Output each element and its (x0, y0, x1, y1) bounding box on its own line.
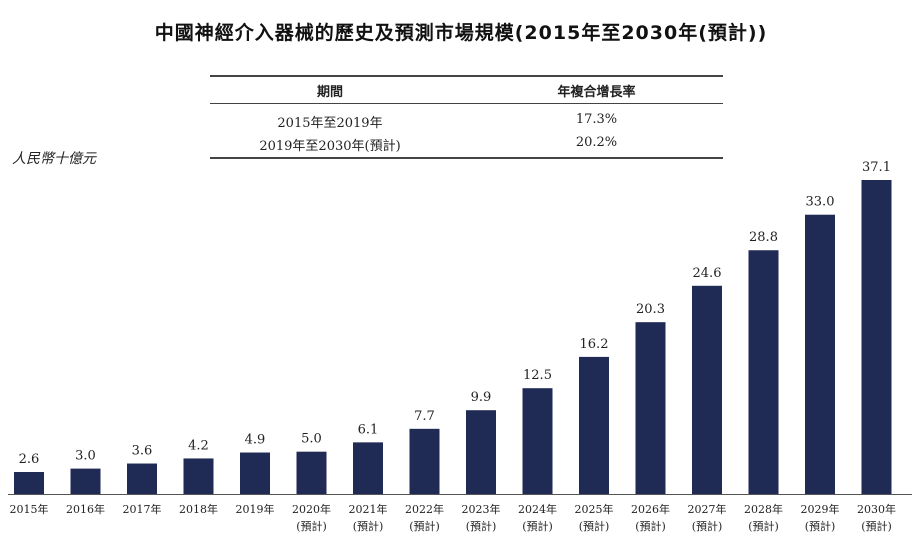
bar (353, 442, 383, 494)
table-row-period: 2019年至2030年(預計) (259, 139, 401, 154)
bar (466, 410, 496, 494)
y-axis-unit-label: 人民幣十億元 (12, 151, 96, 167)
x-tick-label: 2026年 (631, 502, 670, 516)
x-tick-label: (預計) (296, 519, 327, 533)
bar (692, 285, 722, 494)
data-label: 3.0 (75, 449, 96, 464)
table-header-rule (210, 103, 723, 104)
x-tick-label: 2030年 (857, 502, 896, 516)
data-label: 16.2 (580, 337, 609, 352)
table-row-period: 2015年至2019年 (277, 116, 383, 131)
data-label: 33.0 (806, 195, 835, 210)
x-tick-label: 2027年 (688, 502, 727, 516)
table-header-cagr: 年複合增長率 (557, 85, 636, 100)
bar (635, 322, 666, 494)
x-tick-label: 2019年 (236, 502, 275, 516)
x-tick-label: 2025年 (575, 502, 614, 516)
data-label: 4.2 (188, 438, 209, 453)
data-label: 20.3 (636, 302, 665, 317)
bar (748, 250, 779, 494)
bar (522, 388, 553, 494)
x-tick-label: (預計) (409, 519, 440, 533)
bar (409, 428, 440, 494)
x-tick-label: 2020年 (292, 502, 331, 516)
data-label: 2.6 (19, 452, 40, 467)
table-row-cagr: 20.2% (575, 135, 618, 150)
bar (240, 452, 270, 494)
x-tick-label: 2023年 (462, 502, 501, 516)
data-label: 37.1 (862, 160, 891, 175)
table-header-period: 期間 (316, 85, 343, 100)
x-tick-label: 2028年 (744, 502, 783, 516)
bar (296, 451, 327, 494)
x-tick-label: 2015年 (10, 502, 49, 516)
data-label: 5.0 (301, 432, 322, 447)
data-label: 3.6 (132, 444, 153, 459)
x-tick-label: 2016年 (66, 502, 105, 516)
table-row-cagr: 17.3% (575, 112, 618, 127)
x-tick-label: 2022年 (405, 502, 444, 516)
data-label: 7.7 (414, 409, 435, 424)
bar (579, 356, 609, 494)
bar (805, 214, 835, 494)
table-bottom-rule (210, 157, 723, 159)
x-tick-label: (預計) (579, 519, 610, 533)
x-tick-label: (預計) (522, 519, 553, 533)
bar (14, 471, 44, 494)
x-tick-label: (預計) (805, 519, 836, 533)
bar (183, 458, 214, 494)
x-tick-label: (預計) (861, 519, 892, 533)
bar (127, 463, 157, 494)
chart-title: 中國神經介入器械的歷史及預測市場規模(2015年至2030年(預計)) (154, 22, 768, 44)
table-top-rule (210, 75, 723, 77)
x-tick-label: 2017年 (123, 502, 162, 516)
bar (861, 180, 892, 494)
data-label: 24.6 (693, 266, 722, 281)
data-label: 6.1 (358, 422, 379, 437)
bar (70, 468, 101, 494)
x-tick-label: (預計) (692, 519, 723, 533)
x-tick-label: 2024年 (518, 502, 557, 516)
x-tick-label: (預計) (466, 519, 497, 533)
data-label: 12.5 (523, 368, 552, 383)
data-label: 4.9 (245, 433, 266, 448)
x-tick-label: (預計) (635, 519, 666, 533)
x-tick-label: (預計) (353, 519, 384, 533)
x-tick-label: 2018年 (179, 502, 218, 516)
x-tick-label: 2021年 (349, 502, 388, 516)
data-label: 9.9 (471, 390, 492, 405)
x-tick-label: 2029年 (801, 502, 840, 516)
x-tick-label: (預計) (748, 519, 779, 533)
data-label: 28.8 (749, 230, 778, 245)
